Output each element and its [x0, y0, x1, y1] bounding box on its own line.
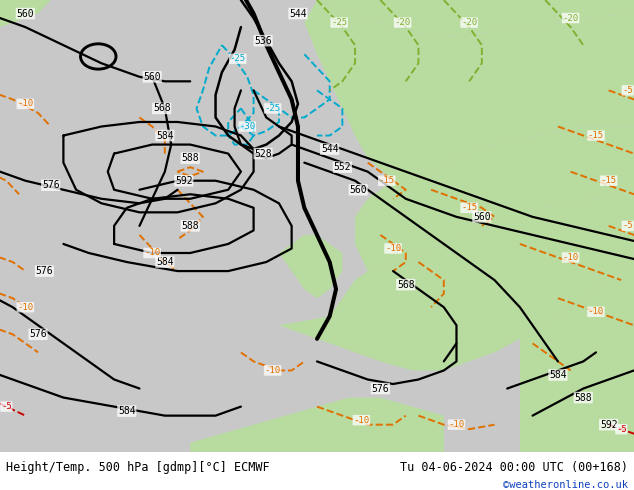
Text: 592: 592	[175, 176, 193, 186]
Polygon shape	[355, 126, 634, 271]
Text: -20: -20	[394, 18, 411, 27]
Text: 592: 592	[600, 419, 618, 430]
Text: -10: -10	[588, 307, 604, 316]
Text: -10: -10	[562, 253, 579, 262]
Text: -10: -10	[264, 366, 281, 375]
Text: Height/Temp. 500 hPa [gdmp][°C] ECMWF: Height/Temp. 500 hPa [gdmp][°C] ECMWF	[6, 461, 270, 473]
Text: 588: 588	[181, 153, 199, 163]
Text: 576: 576	[42, 180, 60, 190]
Text: -5: -5	[623, 86, 633, 95]
Text: 588: 588	[181, 221, 199, 231]
Text: 584: 584	[549, 370, 567, 380]
Text: -25: -25	[230, 54, 246, 63]
Polygon shape	[190, 397, 444, 452]
Text: -20: -20	[562, 14, 579, 23]
Text: -15: -15	[588, 131, 604, 140]
Text: -15: -15	[461, 203, 477, 212]
Text: 584: 584	[156, 257, 174, 267]
Text: -10: -10	[448, 420, 465, 429]
Text: ©weatheronline.co.uk: ©weatheronline.co.uk	[503, 480, 628, 490]
Text: -20: -20	[461, 18, 477, 27]
Text: -25: -25	[331, 18, 347, 27]
Text: 576: 576	[36, 266, 53, 276]
Text: 544: 544	[289, 8, 307, 19]
Text: -15: -15	[600, 176, 617, 185]
Text: 560: 560	[16, 8, 34, 19]
Text: -30: -30	[239, 122, 256, 131]
Text: 528: 528	[254, 148, 272, 159]
Text: -5: -5	[623, 221, 633, 230]
Text: -10: -10	[17, 303, 34, 312]
Polygon shape	[304, 0, 634, 181]
Text: -10: -10	[353, 416, 370, 425]
Text: 560: 560	[143, 72, 161, 82]
Text: -10: -10	[144, 248, 160, 258]
Text: 560: 560	[473, 212, 491, 222]
Text: -10: -10	[17, 99, 34, 108]
Text: -5: -5	[616, 425, 626, 434]
Text: 576: 576	[29, 329, 47, 339]
Text: 552: 552	[333, 162, 351, 172]
Text: 588: 588	[574, 392, 592, 403]
Polygon shape	[520, 253, 634, 452]
Text: 568: 568	[397, 280, 415, 290]
Text: 536: 536	[254, 36, 272, 46]
Text: 560: 560	[349, 185, 367, 195]
Text: 568: 568	[153, 103, 171, 113]
Text: -10: -10	[385, 244, 401, 253]
Polygon shape	[279, 194, 634, 370]
Polygon shape	[317, 0, 634, 36]
Text: 576: 576	[372, 384, 389, 393]
Polygon shape	[279, 235, 342, 298]
Text: Tu 04-06-2024 00:00 UTC (00+168): Tu 04-06-2024 00:00 UTC (00+168)	[399, 461, 628, 473]
Text: 544: 544	[321, 144, 339, 154]
Text: -5: -5	[1, 402, 11, 411]
Text: -15: -15	[378, 176, 395, 185]
Text: 584: 584	[118, 406, 136, 416]
Text: -25: -25	[264, 104, 281, 113]
Text: 584: 584	[156, 130, 174, 141]
Polygon shape	[0, 0, 51, 27]
